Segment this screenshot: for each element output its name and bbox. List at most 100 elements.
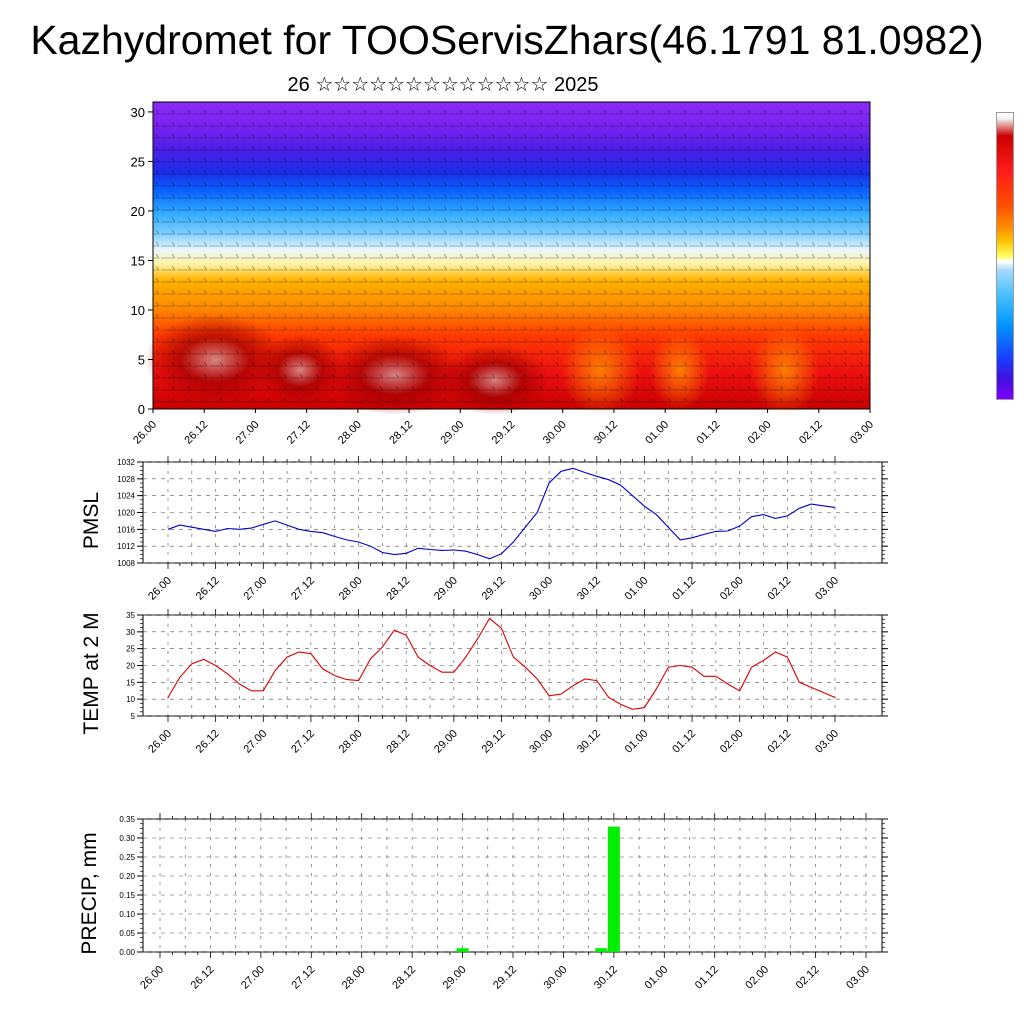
x-tick-label: 27.12 — [289, 728, 317, 756]
x-tick-label: 29.12 — [480, 728, 508, 756]
x-tick-label: 30.12 — [575, 575, 603, 603]
y-tick-label: 10 — [126, 695, 135, 704]
x-tick-label: 26.12 — [194, 728, 222, 756]
x-tick-label: 30.00 — [527, 575, 555, 603]
y-tick-label: 25 — [131, 154, 145, 169]
x-tick-label: 03.00 — [848, 419, 876, 447]
x-tick-label: 26.00 — [131, 419, 159, 447]
y-tick-label: 0.30 — [119, 834, 135, 843]
x-tick-label: 28.12 — [387, 419, 415, 447]
x-tick-label: 28.12 — [384, 575, 412, 603]
x-tick-label: 03.00 — [813, 728, 841, 756]
y-tick-label: 0.25 — [119, 853, 135, 862]
y-tick-label: 0.15 — [119, 891, 135, 900]
y-tick-label: 1024 — [117, 492, 135, 501]
x-tick-label: 30.00 — [542, 964, 570, 992]
x-tick-label: 01.12 — [693, 964, 721, 992]
precip-bar — [456, 948, 469, 952]
chart-title: Kazhydromet for TOOServisZhars(46.1791 8… — [30, 17, 984, 63]
x-tick-label: 29.00 — [432, 575, 460, 603]
y-tick-label: 1032 — [117, 458, 135, 467]
x-tick-label: 27.00 — [241, 575, 269, 603]
y-tick-label: 0 — [138, 402, 145, 417]
cross-section-panel: 0 5 10 15 20 25 30 26.00 26.12 27.00 27.12 28.00 28.… — [131, 101, 876, 447]
y-tick-label: 15 — [131, 253, 145, 268]
y-tick-label: 1020 — [117, 509, 135, 518]
pmsl-series-line — [167, 467, 836, 560]
x-tick-label: 28.00 — [336, 419, 364, 447]
x-tick-label: 03.00 — [813, 575, 841, 603]
x-tick-label: 27.12 — [289, 575, 317, 603]
y-tick-label: 0.10 — [119, 910, 135, 919]
x-tick-label: 30.00 — [527, 728, 555, 756]
y-tick-label: 15 — [126, 678, 135, 687]
x-tick-label: 28.00 — [337, 575, 365, 603]
y-axis-label: PMSL — [80, 492, 103, 549]
x-tick-label: 01.12 — [670, 728, 698, 756]
x-tick-label: 26.12 — [194, 575, 222, 603]
x-tick-label: 02.00 — [718, 728, 746, 756]
x-tick-label: 27.00 — [234, 419, 262, 447]
chart-subtitle: 26 ☆☆☆☆☆☆☆☆☆☆☆☆☆ 2025 — [287, 74, 599, 96]
precip-bar — [595, 948, 608, 952]
x-tick-label: 29.12 — [491, 964, 519, 992]
x-tick-label: 03.00 — [844, 964, 872, 992]
x-tick-label: 30.12 — [592, 419, 620, 447]
x-tick-label: 01.12 — [695, 419, 723, 447]
x-tick-label: 02.00 — [746, 419, 774, 447]
y-axis-label: PRECIP, mm — [78, 832, 101, 954]
x-tick-label: 30.00 — [541, 419, 569, 447]
y-tick-label: 1012 — [117, 542, 135, 551]
precip-bar — [607, 826, 620, 952]
x-tick-label: 01.12 — [670, 575, 698, 603]
x-tick-label: 30.12 — [575, 728, 603, 756]
x-tick-label: 29.00 — [432, 728, 460, 756]
x-tick-label: 30.12 — [592, 964, 620, 992]
x-tick-label: 29.12 — [480, 575, 508, 603]
x-tick-label: 28.12 — [390, 964, 418, 992]
y-tick-label: 35 — [126, 611, 135, 620]
x-tick-label: 26.12 — [189, 964, 217, 992]
temp-series-line — [167, 617, 836, 710]
y-tick-label: 5 — [131, 712, 136, 721]
x-tick-label: 02.00 — [743, 964, 771, 992]
x-tick-label: 27.00 — [239, 964, 267, 992]
temp-panel: 5 10 15 20 25 30 35 26.00 26.12 27.00 27.12 28.00 28… — [80, 609, 888, 756]
x-tick-label: 01.00 — [623, 728, 651, 756]
y-tick-label: 0.35 — [119, 815, 135, 824]
y-tick-label: 0.05 — [119, 929, 135, 938]
y-tick-label: 20 — [126, 662, 135, 671]
y-tick-label: 1028 — [117, 475, 135, 484]
y-tick-label: 1008 — [117, 559, 135, 568]
x-tick-label: 29.00 — [438, 419, 466, 447]
plot-frame — [142, 818, 883, 953]
x-tick-label: 28.00 — [340, 964, 368, 992]
y-axis-label: TEMP at 2 M — [80, 612, 103, 734]
x-tick-label: 02.12 — [794, 964, 822, 992]
y-tick-label: 30 — [131, 105, 145, 120]
x-tick-label: 28.12 — [384, 728, 412, 756]
x-tick-label: 26.00 — [146, 575, 174, 603]
x-tick-label: 26.12 — [182, 419, 210, 447]
x-tick-label: 26.00 — [138, 964, 166, 992]
x-tick-label: 29.12 — [490, 419, 518, 447]
y-tick-label: 25 — [126, 645, 135, 654]
x-tick-label: 02.12 — [797, 419, 825, 447]
x-tick-label: 02.12 — [766, 575, 794, 603]
y-tick-label: 30 — [126, 628, 135, 637]
y-tick-label: 0.20 — [119, 872, 135, 881]
x-tick-label: 29.00 — [441, 964, 469, 992]
x-tick-label: 02.12 — [766, 728, 794, 756]
x-tick-label: 02.00 — [718, 575, 746, 603]
x-tick-label: 28.00 — [337, 728, 365, 756]
x-tick-label: 01.00 — [643, 419, 671, 447]
x-tick-label: 27.12 — [289, 964, 317, 992]
y-tick-label: 20 — [131, 204, 145, 219]
y-tick-label: 10 — [131, 303, 145, 318]
x-tick-label: 01.00 — [623, 575, 651, 603]
colorbar — [996, 112, 1014, 400]
x-tick-label: 27.00 — [241, 728, 269, 756]
y-tick-label: 0.00 — [119, 948, 135, 957]
x-tick-label: 26.00 — [146, 728, 174, 756]
